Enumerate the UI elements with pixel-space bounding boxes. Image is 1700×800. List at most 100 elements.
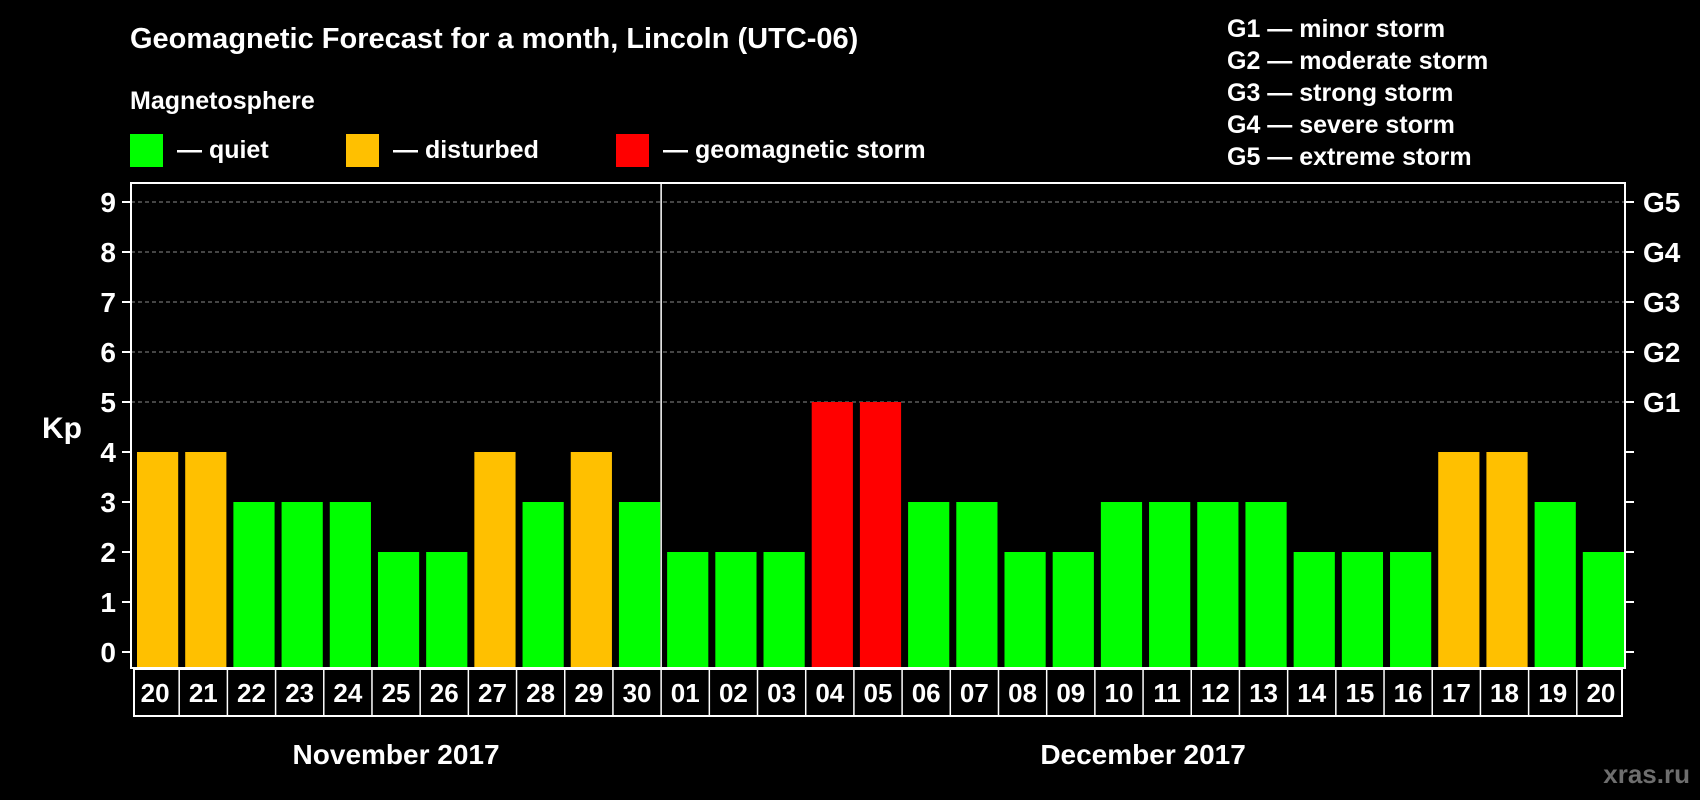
bar (1486, 452, 1528, 668)
y-ticks: 0 1 2 3 4 5 6 7 8 9 (100, 187, 131, 668)
bar (618, 502, 661, 668)
date-row-border (133, 668, 1623, 717)
storm-scale-g5: G5 — extreme storm (1227, 143, 1472, 171)
x-tick-label: 16 (1394, 678, 1423, 708)
x-tick-label: 05 (864, 678, 893, 708)
storm-level-label: G1 (1643, 387, 1680, 418)
x-tick-label: 08 (1008, 678, 1037, 708)
bar (1582, 552, 1624, 668)
bar (1149, 502, 1191, 668)
x-tick-label: 02 (719, 678, 748, 708)
x-tick-label: 23 (285, 678, 314, 708)
legend-label-disturbed: — disturbed (393, 136, 539, 164)
bar (811, 402, 853, 668)
x-tick-label: 11 (1153, 678, 1181, 708)
x-tick-label: 03 (767, 678, 796, 708)
storm-level-label: G5 (1643, 187, 1680, 218)
bar (1004, 552, 1046, 668)
x-tick-label: 17 (1442, 678, 1471, 708)
watermark: xras.ru (1603, 759, 1690, 789)
month-label: November 2017 (293, 739, 500, 770)
x-tick-label: 15 (1345, 678, 1374, 708)
bar (1052, 552, 1094, 668)
x-tick-label: 07 (960, 678, 989, 708)
y-tick-label: 6 (100, 337, 116, 368)
y-tick-label: 5 (100, 387, 116, 418)
bar (1438, 452, 1480, 668)
bar (426, 552, 468, 668)
y-tick-label: 0 (100, 637, 116, 668)
legend-swatch-quiet (130, 134, 163, 167)
chart-title: Geomagnetic Forecast for a month, Lincol… (130, 23, 858, 55)
storm-scale-g2: G2 — moderate storm (1227, 47, 1488, 75)
storm-scale-g3: G3 — strong storm (1227, 79, 1453, 107)
y-tick-label: 4 (100, 437, 116, 468)
x-tick-label: 25 (382, 678, 411, 708)
bar (859, 402, 902, 668)
bar (715, 552, 757, 668)
x-tick-label: 09 (1056, 678, 1085, 708)
storm-level-ticks: G1 G2 G3 G4 G5 (1625, 187, 1681, 653)
storm-level-label: G4 (1643, 237, 1681, 268)
x-tick-label: 18 (1490, 678, 1519, 708)
bar (137, 452, 179, 668)
bar (522, 502, 564, 668)
y-tick-label: 2 (100, 537, 116, 568)
x-tick-label: 22 (237, 678, 266, 708)
x-tick-label: 10 (1105, 678, 1134, 708)
bar (1245, 502, 1287, 668)
legend-label-quiet: — quiet (177, 136, 269, 164)
bar (908, 502, 950, 668)
y-tick-label: 3 (100, 487, 116, 518)
month-labels: November 2017 December 2017 (293, 739, 1246, 770)
bar (1197, 502, 1239, 668)
x-tick-label: 24 (333, 678, 362, 708)
bar (570, 452, 612, 668)
month-label: December 2017 (1040, 739, 1245, 770)
y-tick-label: 1 (100, 587, 116, 618)
y-tick-label: 8 (100, 237, 116, 268)
grid-lines (131, 201, 1625, 403)
y-tick-label: 7 (100, 287, 116, 318)
x-tick-label: 06 (912, 678, 941, 708)
y-tick-label: 9 (100, 187, 116, 218)
bar (281, 502, 323, 668)
bar (1341, 552, 1384, 668)
bar (1534, 502, 1576, 668)
legend-swatch-storm (616, 134, 649, 167)
storm-level-label: G3 (1643, 287, 1680, 318)
bars (137, 402, 1624, 668)
legend-label-storm: — geomagnetic storm (663, 136, 926, 164)
bar (667, 552, 709, 668)
x-tick-label: 12 (1201, 678, 1230, 708)
bar (233, 502, 275, 668)
x-tick-label: 30 (623, 678, 652, 708)
legend: — quiet — disturbed — geomagnetic storm (130, 134, 926, 167)
x-tick-label: 13 (1249, 678, 1278, 708)
bar (763, 552, 805, 668)
storm-scale-list: G1 — minor storm G2 — moderate storm G3 … (1227, 15, 1488, 171)
bar (956, 502, 998, 668)
x-tick-label: 28 (526, 678, 555, 708)
bar (377, 552, 420, 668)
y-axis-label: Kp (42, 412, 82, 445)
bar (1390, 552, 1432, 668)
legend-heading: Magnetosphere (130, 87, 315, 115)
bar (329, 502, 371, 668)
x-tick-label: 04 (815, 678, 844, 708)
bar (1100, 502, 1143, 668)
x-tick-label: 27 (478, 678, 507, 708)
x-tick-label: 29 (574, 678, 603, 708)
bar (185, 452, 227, 668)
x-tick-label: 14 (1297, 678, 1326, 708)
storm-level-label: G2 (1643, 337, 1680, 368)
legend-swatch-disturbed (346, 134, 379, 167)
x-tick-label: 20 (141, 678, 170, 708)
bar (474, 452, 516, 668)
x-tick-label: 26 (430, 678, 459, 708)
bar (1293, 552, 1335, 668)
x-tick-label: 20 (1586, 678, 1615, 708)
storm-scale-g4: G4 — severe storm (1227, 111, 1455, 139)
x-axis-date-cells: 20 21 22 23 24 25 26 27 28 29 30 01 02 03 04 05 06 07 08 09… (133, 668, 1623, 717)
